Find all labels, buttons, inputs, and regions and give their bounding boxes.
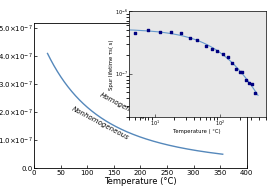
Point: [221, 52, 225, 55]
Text: Nonhomogeneous: Nonhomogeneous: [70, 105, 129, 141]
Point: [158, 31, 162, 34]
Point: [226, 55, 230, 58]
Point: [238, 70, 242, 73]
Point: [215, 49, 219, 52]
Point: [244, 78, 248, 81]
Y-axis label: Spur lifetime τs( s): Spur lifetime τs( s): [109, 39, 114, 90]
Point: [247, 81, 252, 84]
Point: [229, 61, 234, 64]
Point: [169, 31, 174, 34]
Point: [253, 92, 257, 95]
Point: [240, 70, 245, 73]
Text: Homogeneous: Homogeneous: [99, 92, 146, 121]
Point: [234, 67, 238, 70]
Point: [210, 47, 214, 50]
Point: [250, 83, 254, 86]
Point: [188, 36, 193, 39]
X-axis label: Temperature ( °C): Temperature ( °C): [173, 129, 221, 134]
Point: [203, 45, 208, 48]
Point: [179, 32, 183, 35]
Point: [133, 31, 137, 34]
Point: [195, 39, 200, 42]
X-axis label: Temperature (°C): Temperature (°C): [104, 177, 177, 186]
Point: [146, 28, 151, 31]
